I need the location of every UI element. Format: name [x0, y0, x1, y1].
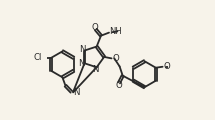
- Text: O: O: [163, 62, 170, 71]
- Text: N: N: [92, 65, 99, 74]
- Text: O: O: [116, 81, 123, 90]
- Text: NH: NH: [110, 27, 122, 36]
- Text: O: O: [92, 23, 99, 32]
- Text: N: N: [78, 59, 85, 68]
- Text: O: O: [113, 54, 120, 63]
- Text: N: N: [73, 88, 80, 97]
- Text: Cl: Cl: [34, 53, 42, 62]
- Text: N: N: [79, 45, 86, 54]
